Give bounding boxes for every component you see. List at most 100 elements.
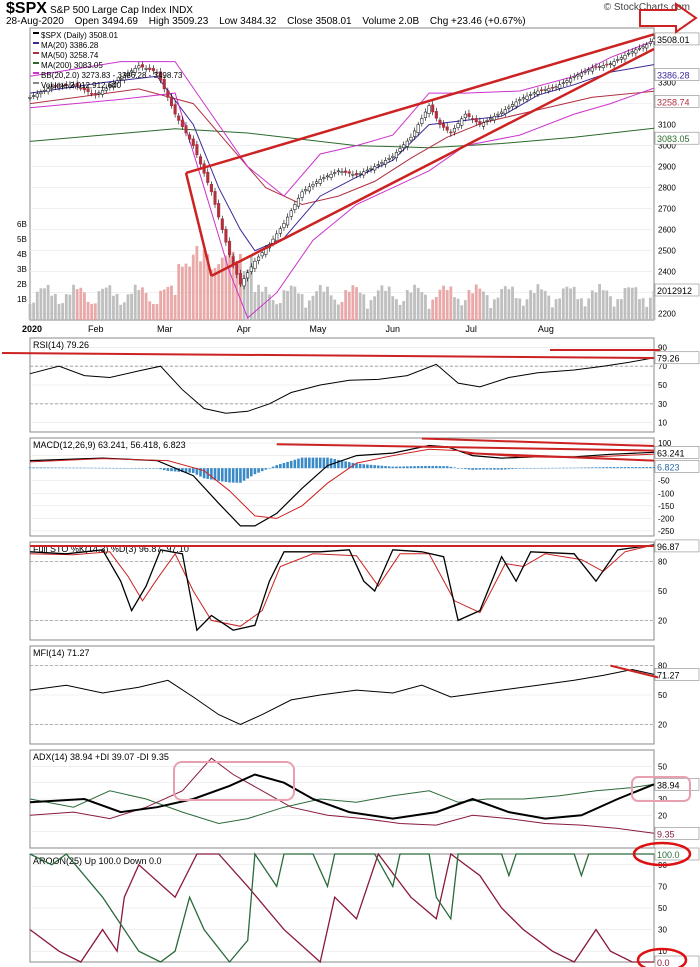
volume-bar [90, 303, 94, 320]
macd-histogram-bar [485, 468, 489, 470]
macd-histogram-bar [35, 467, 39, 469]
candle-body [598, 65, 602, 68]
candle-body [434, 111, 438, 119]
macd-histogram-bar [355, 463, 358, 469]
volume-bar [460, 305, 464, 320]
macd-histogram-bar [242, 468, 246, 481]
candle-body [46, 88, 50, 93]
volume-bar [28, 304, 32, 320]
volume-bar [112, 295, 115, 320]
aroon-y-tick: 50 [658, 904, 667, 913]
macd-histogram-bar [518, 468, 522, 469]
volume-bar [532, 293, 536, 320]
price-tag-close-bg [654, 32, 700, 46]
candle-body [496, 113, 500, 116]
candle-body [409, 136, 413, 141]
candle-body [518, 99, 522, 102]
price-y-tick: 2400 [658, 268, 676, 277]
candle-body [315, 181, 319, 184]
macd-histogram-bar [398, 466, 402, 469]
volume-bar [311, 295, 315, 320]
volume-bar [159, 290, 163, 320]
sto-k-line [29, 544, 655, 632]
volume-bar [413, 284, 416, 320]
macd-histogram-bar [554, 467, 558, 469]
adx-value-highlight [631, 776, 691, 802]
macd-histogram-bar [115, 467, 119, 469]
candle-body [478, 121, 482, 125]
candle-body [238, 273, 242, 285]
macd-histogram-bar [424, 465, 427, 469]
volume-bar [180, 266, 184, 320]
macd-histogram-bar [471, 468, 474, 470]
volume-bar [521, 305, 525, 320]
volume-bar [369, 299, 373, 320]
adx-mdi-tag-bg [654, 826, 700, 840]
candle-body [325, 175, 330, 178]
volume-bar [594, 292, 598, 320]
volume-bar [68, 294, 72, 320]
volume-bar [108, 285, 112, 320]
volume-bar [130, 293, 133, 320]
volume-bar [445, 290, 449, 320]
volume-bar [609, 296, 612, 320]
candle-body [373, 166, 377, 171]
candle-body [188, 134, 192, 140]
volume-bar [122, 302, 126, 320]
candle-body [104, 87, 108, 91]
macd-histogram-bar [130, 468, 133, 469]
macd-histogram-bar [253, 468, 257, 475]
candle-body [122, 75, 126, 81]
volume-bar [616, 299, 620, 320]
volume-bar [529, 290, 533, 320]
volume-bar [162, 289, 166, 320]
volume-bar [442, 285, 445, 320]
volume-bar [340, 301, 344, 320]
adx-mdi-tag: 9.35 [657, 829, 675, 839]
sto-label: Full STO %K(14,3) %D(3) 96.87, 97.10 [33, 544, 189, 554]
candle-body [133, 68, 137, 73]
candle-body [438, 119, 442, 125]
macd-histogram-bar [474, 468, 478, 470]
adx-y-tick: 50 [658, 762, 667, 771]
macd-histogram-bar [137, 468, 141, 469]
volume-bar [376, 290, 380, 320]
volume-bar [79, 287, 83, 320]
aroon-y-tick: 30 [658, 926, 667, 935]
macd-histogram-bar [369, 464, 373, 469]
rsi-value-tag: 79.26 [657, 354, 680, 364]
volume-bar [188, 266, 192, 320]
macd-histogram-bar [464, 468, 467, 470]
candle-body [206, 171, 210, 183]
legend-swatch [33, 82, 39, 84]
ticker-symbol[interactable]: $SPX [6, 0, 47, 17]
price-y-tick: 2500 [658, 247, 676, 256]
candle-body [159, 71, 163, 81]
source-credit[interactable]: © StockCharts.com [603, 2, 690, 13]
candle-body [612, 61, 616, 66]
candle-body [554, 86, 558, 89]
legend-swatch [33, 72, 39, 74]
candle-body [456, 123, 460, 128]
candle-body [180, 119, 184, 127]
candle-body [641, 46, 645, 49]
volume-bar [380, 285, 384, 320]
volume-bar [503, 286, 507, 320]
macd-histogram-bar [409, 466, 413, 469]
candle-body [587, 69, 591, 72]
macd-histogram-bar [623, 467, 627, 469]
candle-body [583, 71, 587, 73]
macd-histogram-bar [126, 468, 130, 469]
volume-bar [576, 299, 580, 320]
macd-histogram-bar [300, 457, 304, 469]
volume-bar [39, 288, 43, 320]
volume-bar [297, 293, 300, 320]
candle-body [503, 109, 507, 114]
macd-histogram-bar [191, 468, 195, 473]
macd-histogram-bar [72, 467, 75, 469]
macd-histogram-bar [387, 466, 391, 469]
candle-body [413, 130, 417, 137]
macd-histogram-bar [366, 464, 369, 469]
macd-histogram-bar [144, 468, 148, 469]
macd-histogram-bar [50, 467, 54, 469]
